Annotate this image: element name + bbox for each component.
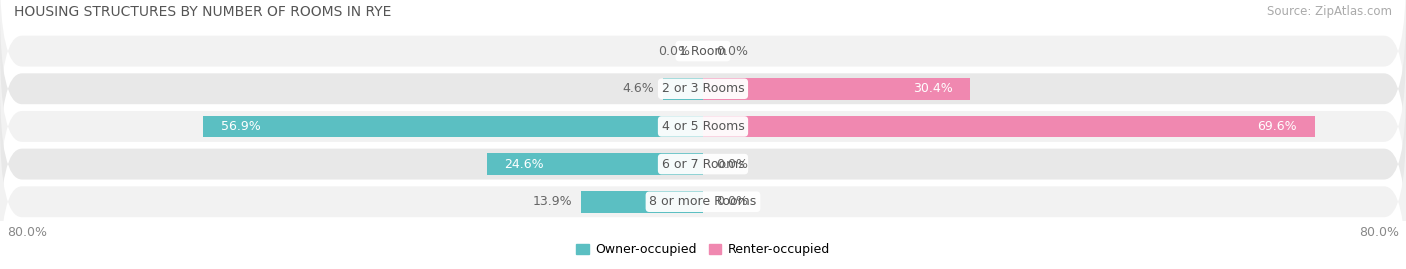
Text: 4.6%: 4.6% bbox=[621, 82, 654, 95]
Text: Source: ZipAtlas.com: Source: ZipAtlas.com bbox=[1267, 5, 1392, 18]
Text: 6 or 7 Rooms: 6 or 7 Rooms bbox=[662, 158, 744, 171]
FancyBboxPatch shape bbox=[0, 123, 1406, 269]
Text: 30.4%: 30.4% bbox=[912, 82, 953, 95]
Text: HOUSING STRUCTURES BY NUMBER OF ROOMS IN RYE: HOUSING STRUCTURES BY NUMBER OF ROOMS IN… bbox=[14, 5, 391, 19]
Text: 1 Room: 1 Room bbox=[679, 45, 727, 58]
Bar bbox=[703, 115, 1315, 137]
Text: 24.6%: 24.6% bbox=[505, 158, 544, 171]
Text: 0.0%: 0.0% bbox=[716, 195, 748, 208]
Bar bbox=[703, 78, 970, 100]
Text: 13.9%: 13.9% bbox=[533, 195, 572, 208]
Text: 80.0%: 80.0% bbox=[1360, 226, 1399, 239]
Bar bbox=[581, 191, 703, 213]
Text: 4 or 5 Rooms: 4 or 5 Rooms bbox=[662, 120, 744, 133]
Bar bbox=[662, 78, 703, 100]
Text: 69.6%: 69.6% bbox=[1257, 120, 1296, 133]
FancyBboxPatch shape bbox=[0, 48, 1406, 205]
Bar bbox=[486, 153, 703, 175]
Text: 56.9%: 56.9% bbox=[221, 120, 260, 133]
Text: 0.0%: 0.0% bbox=[716, 45, 748, 58]
FancyBboxPatch shape bbox=[0, 10, 1406, 168]
Text: 8 or more Rooms: 8 or more Rooms bbox=[650, 195, 756, 208]
Text: 0.0%: 0.0% bbox=[658, 45, 690, 58]
FancyBboxPatch shape bbox=[0, 0, 1406, 130]
Text: 2 or 3 Rooms: 2 or 3 Rooms bbox=[662, 82, 744, 95]
Text: 0.0%: 0.0% bbox=[716, 158, 748, 171]
Text: 80.0%: 80.0% bbox=[7, 226, 46, 239]
Legend: Owner-occupied, Renter-occupied: Owner-occupied, Renter-occupied bbox=[571, 238, 835, 261]
Bar bbox=[202, 115, 703, 137]
FancyBboxPatch shape bbox=[0, 85, 1406, 243]
